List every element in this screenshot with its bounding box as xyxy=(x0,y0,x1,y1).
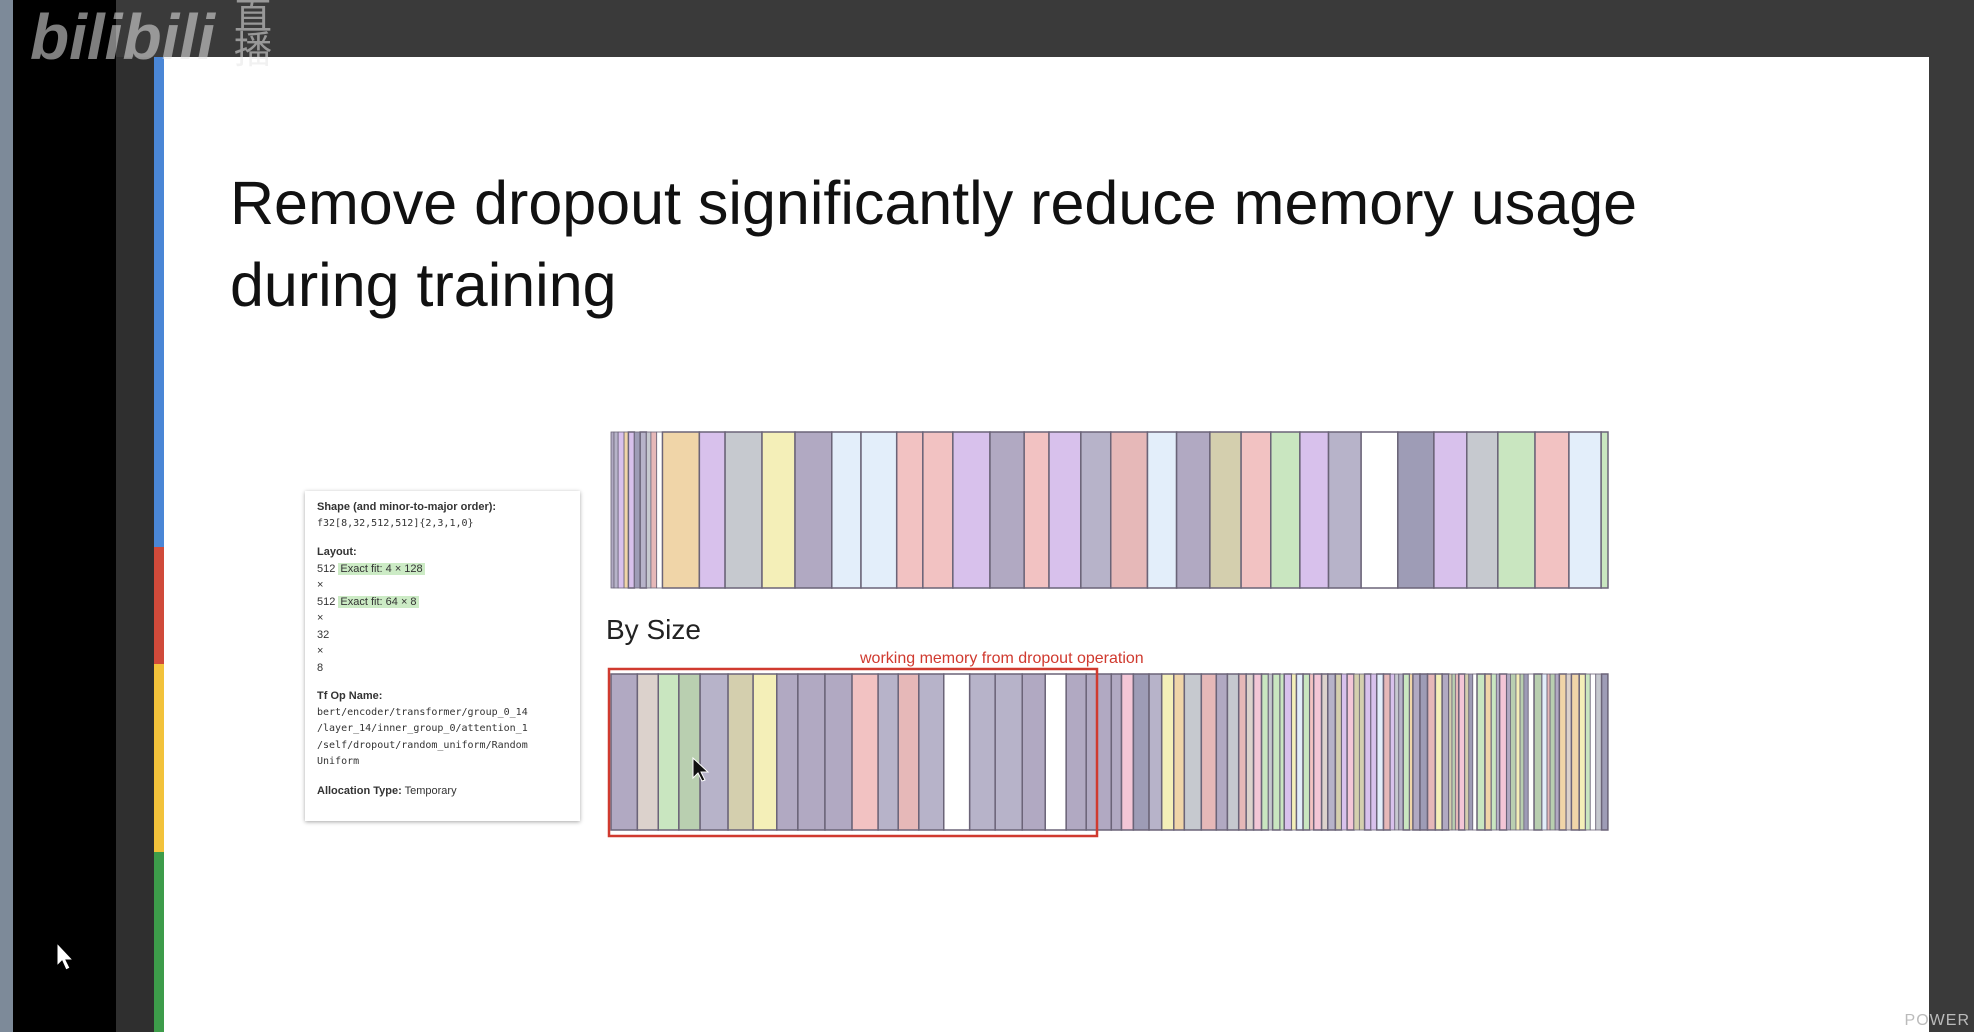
layout-line: 8 xyxy=(317,660,568,677)
shape-value: f32[8,32,512,512]{2,3,1,0} xyxy=(317,517,474,529)
watermark-badge: 直播 xyxy=(234,0,273,72)
alloc-label: Allocation Type: xyxy=(317,784,402,797)
layout-line: 32 xyxy=(317,627,568,644)
op-line: /self/dropout/random_uniform/Random xyxy=(317,739,528,751)
accent-red xyxy=(154,547,164,664)
by-size-label: By Size xyxy=(606,614,701,645)
title-line: Remove dropout significantly reduce memo… xyxy=(230,169,1638,237)
layout-line: × xyxy=(317,610,568,627)
accent-yellow xyxy=(154,664,164,852)
left-edge xyxy=(0,0,13,1032)
layout-dim: 512 xyxy=(317,562,336,575)
layout-dim: × xyxy=(317,612,324,624)
tooltip-card: Shape (and minor-to-major order): f32[8,… xyxy=(305,491,580,821)
alloc-row: Allocation Type: Temporary xyxy=(317,783,568,800)
layout-list: 512 Exact fit: 4 × 128 × 512 Exact fit: 64… xyxy=(317,561,568,677)
op-label: Tf Op Name: xyxy=(317,690,383,702)
title-line: during training xyxy=(230,251,617,319)
accent-blue xyxy=(154,57,164,547)
annotation: working memory from dropout operation xyxy=(860,650,1144,667)
layout-dim: 8 xyxy=(317,661,324,674)
layout-dim: 512 xyxy=(317,595,336,608)
layout-fit: Exact fit: 4 × 128 xyxy=(338,562,425,575)
accent-green xyxy=(154,852,164,1032)
shape-label: Shape (and minor-to-major order): xyxy=(317,501,497,513)
layout-dim: 32 xyxy=(317,628,330,641)
black-panel xyxy=(13,0,116,1032)
layout-dim: × xyxy=(317,645,324,657)
layout-line: × xyxy=(317,577,568,594)
footer-text: POWER xyxy=(1904,1012,1970,1029)
op-name: bert/encoder/transformer/group_0_14 /lay… xyxy=(317,705,568,771)
slide-title: Remove dropout significantly reduce memo… xyxy=(230,162,1637,326)
layout-dim: × xyxy=(317,579,324,591)
watermark-logo: bilibili xyxy=(30,1,215,73)
layout-line: × xyxy=(317,643,568,660)
layout-fit: Exact fit: 64 × 8 xyxy=(338,595,419,608)
op-line: /layer_14/inner_group_0/attention_1 xyxy=(317,723,528,734)
op-line: bert/encoder/transformer/group_0_14 xyxy=(317,706,528,718)
layout-line: 512 Exact fit: 4 × 128 xyxy=(317,561,568,578)
side-panel xyxy=(116,57,154,1032)
alloc-value: Temporary xyxy=(404,784,457,797)
layout-label: Layout: xyxy=(317,546,357,558)
op-line: Uniform xyxy=(317,756,360,767)
layout-line: 512 Exact fit: 64 × 8 xyxy=(317,594,568,611)
